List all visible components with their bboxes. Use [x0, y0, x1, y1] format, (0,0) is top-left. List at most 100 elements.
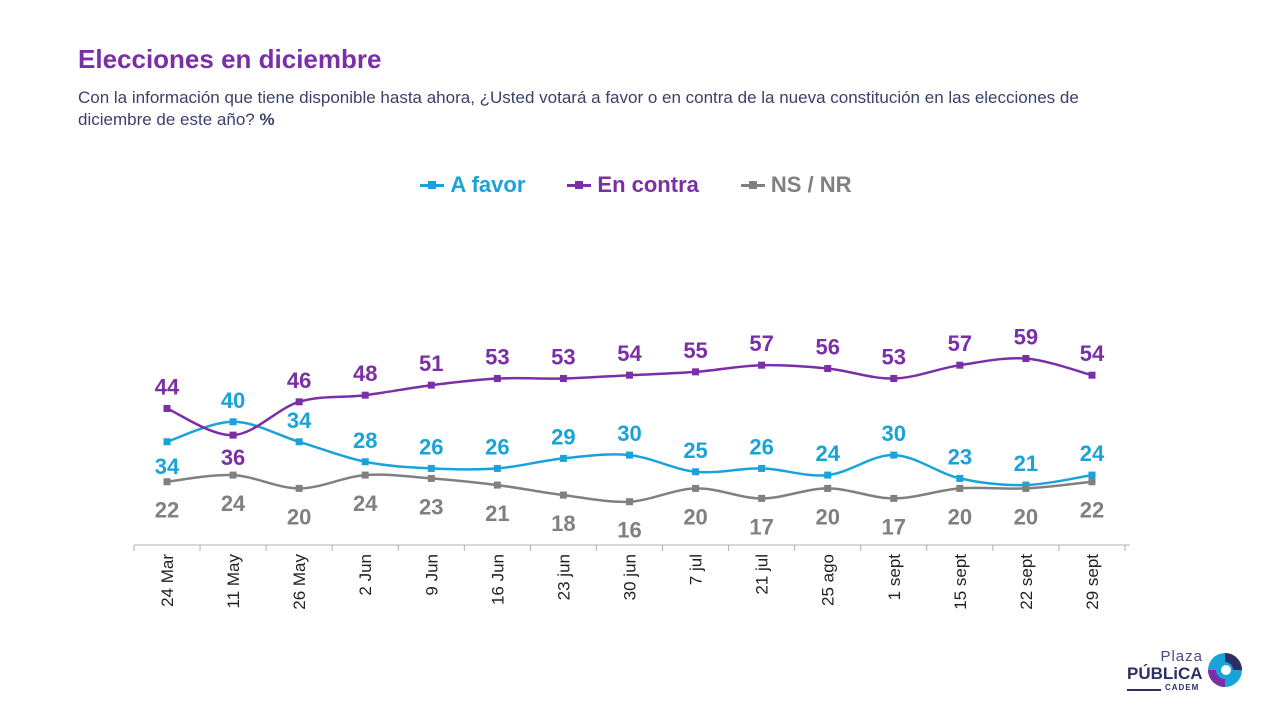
data-label: 48	[353, 361, 377, 386]
data-label: 24	[815, 441, 840, 466]
data-label: 54	[617, 341, 642, 366]
logo-underline	[1127, 689, 1161, 691]
subtitle-unit: %	[259, 110, 275, 129]
data-label: 29	[551, 424, 575, 449]
data-point	[956, 361, 964, 369]
data-point	[493, 375, 501, 383]
data-label: 53	[882, 345, 906, 370]
data-label: 36	[221, 445, 245, 470]
x-tick-label: 22 sept	[1017, 554, 1036, 610]
data-point	[493, 464, 501, 472]
data-point	[163, 478, 171, 486]
data-point	[1088, 371, 1096, 379]
data-point	[427, 474, 435, 482]
data-point	[559, 454, 567, 462]
data-label: 56	[815, 335, 839, 360]
data-point	[493, 481, 501, 489]
data-label: 40	[221, 388, 245, 413]
data-point	[559, 491, 567, 499]
page-title: Elecciones en diciembre	[78, 44, 382, 74]
series-line	[166, 473, 1093, 504]
logo-text-cadem: CADEM	[1165, 683, 1200, 692]
legend-item-a-favor: A favor	[420, 172, 525, 198]
data-point	[625, 498, 633, 506]
data-point	[427, 464, 435, 472]
data-label: 18	[551, 511, 575, 536]
data-label: 20	[948, 504, 972, 529]
logo-text-plaza: Plaza	[1160, 648, 1203, 665]
plaza-publica-logo: Plaza PÚBLiCA CADEM	[1125, 648, 1255, 698]
data-label: 26	[485, 434, 509, 459]
data-label: 55	[683, 338, 707, 363]
data-point	[890, 375, 898, 383]
data-label: 21	[485, 501, 509, 526]
data-label: 54	[1080, 341, 1105, 366]
x-tick-label: 25 ago	[819, 554, 838, 606]
data-label: 30	[617, 421, 641, 446]
data-label: 21	[1014, 451, 1038, 476]
data-label: 34	[287, 408, 312, 433]
data-label: 26	[749, 434, 773, 459]
data-point	[625, 371, 633, 379]
data-point	[758, 464, 766, 472]
data-label: 20	[683, 504, 707, 529]
x-tick-label: 23 jun	[554, 554, 573, 600]
data-point	[1022, 355, 1030, 363]
data-point	[361, 391, 369, 399]
data-point	[692, 468, 700, 476]
data-point	[956, 474, 964, 482]
logo-text-publica: PÚBLiCA	[1127, 664, 1203, 683]
data-point	[163, 404, 171, 412]
data-label: 46	[287, 368, 311, 393]
data-point	[758, 494, 766, 502]
data-label: 23	[948, 444, 972, 469]
x-tick-label: 26 May	[290, 554, 309, 610]
data-point	[1088, 478, 1096, 486]
x-tick-label: 2 Jun	[356, 554, 375, 596]
data-point	[559, 375, 567, 383]
data-label: 53	[551, 345, 575, 370]
data-label: 59	[1014, 325, 1038, 350]
data-point	[427, 381, 435, 389]
data-label: 24	[221, 491, 246, 516]
legend-marker-en-contra	[567, 181, 592, 189]
data-point	[1022, 484, 1030, 492]
data-label: 34	[155, 454, 180, 479]
data-point	[295, 398, 303, 406]
chart-legend: A favor En contra NS / NR	[0, 172, 1272, 198]
legend-label-a-favor: A favor	[450, 172, 526, 197]
data-label: 30	[882, 421, 906, 446]
legend-item-en-contra: En contra	[567, 172, 699, 198]
data-label: 26	[419, 434, 443, 459]
data-label: 57	[749, 331, 773, 356]
x-tick-label: 9 Jun	[422, 554, 441, 596]
legend-item-ns-nr: NS / NR	[740, 172, 852, 198]
data-point	[956, 484, 964, 492]
subtitle-text: Con la información que tiene disponible …	[78, 88, 1079, 129]
data-point	[890, 494, 898, 502]
data-label: 20	[1014, 504, 1038, 529]
data-label: 23	[419, 494, 443, 519]
data-point	[229, 431, 237, 439]
logo-swirl-icon	[1208, 653, 1242, 687]
data-label: 28	[353, 428, 377, 453]
data-label: 20	[815, 504, 839, 529]
data-point	[295, 484, 303, 492]
page-subtitle: Con la información que tiene disponible …	[78, 87, 1138, 131]
x-tick-label: 21 jul	[753, 554, 772, 595]
data-point	[824, 484, 832, 492]
x-tick-label: 15 sept	[951, 554, 970, 610]
data-label: 25	[683, 438, 707, 463]
data-label: 17	[749, 514, 773, 539]
data-label: 17	[882, 514, 906, 539]
data-label: 16	[617, 518, 641, 543]
data-label: 24	[1080, 441, 1105, 466]
data-point	[824, 471, 832, 479]
data-label: 20	[287, 504, 311, 529]
legend-marker-ns-nr	[740, 181, 765, 189]
data-label: 22	[155, 498, 179, 523]
data-label: 57	[948, 331, 972, 356]
data-point	[692, 484, 700, 492]
data-point	[758, 361, 766, 369]
